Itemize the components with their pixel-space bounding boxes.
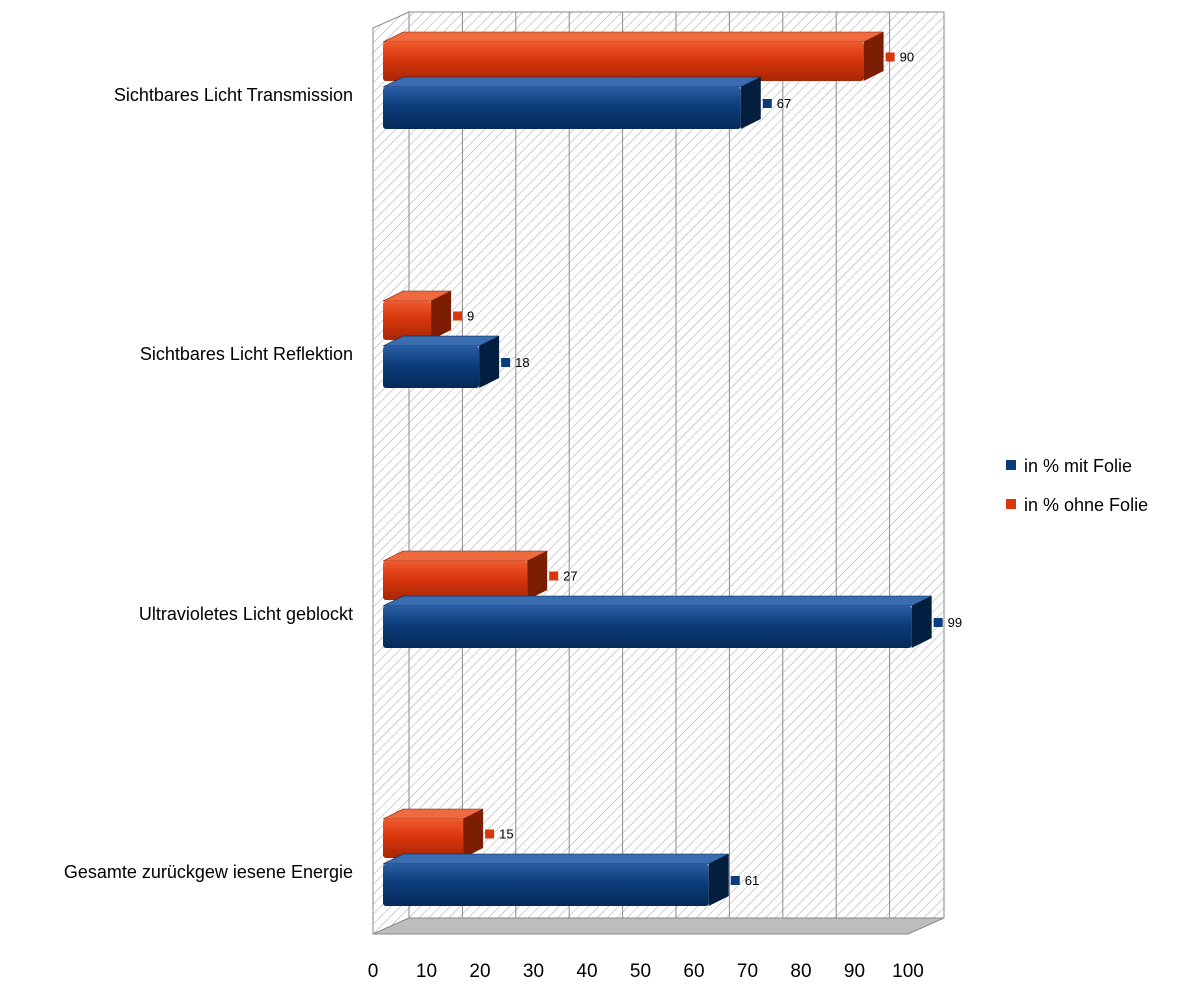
bars-group [382,31,932,906]
value-label: 99 [948,615,962,630]
value-marker [762,99,772,108]
value-marker [885,52,895,62]
bar-mit-folie [382,335,500,388]
x-tick-label: 70 [737,961,758,982]
bar-front-face [383,819,464,858]
bar-side-face [740,77,761,129]
value-labels-group: 90 67 9 18 27 99 15 61 [453,50,962,888]
left-wall [372,11,410,935]
value-label: 9 [467,309,474,324]
bar-front-face [383,42,864,81]
bar-top-face [382,76,761,88]
bar-side-face [708,854,729,906]
bar-front-face [383,346,480,388]
bar-side-face [431,291,452,340]
value-label: 15 [499,827,513,842]
bar-top-face [382,853,729,865]
bar-top-face [382,595,932,607]
x-tick-label: 10 [416,961,437,982]
x-tick-label: 100 [892,961,924,982]
bar-ohne-folie [382,550,548,600]
category-label: Sichtbares Licht Transmission [114,85,353,105]
x-tick-label: 50 [630,961,651,982]
bar-side-face [863,32,884,81]
value-label: 67 [777,96,791,111]
value-label: 27 [563,569,577,584]
legend-label-ohne-folie: in % ohne Folie [1024,495,1148,515]
legend-swatch-ohne-folie [1006,499,1016,509]
value-label: 90 [900,50,914,65]
x-tick-label: 80 [790,961,811,982]
x-tick-labels-group: 0 10 20 30 40 50 60 70 80 90 100 [368,961,924,982]
bar-top-face [382,550,548,562]
bar-mit-folie [382,853,729,906]
category-label: Sichtbares Licht Reflektion [140,344,353,364]
bar-side-face [911,596,932,648]
plot-frame [372,11,945,935]
x-tick-label: 90 [844,961,865,982]
bar-front-face [383,606,912,648]
legend-label-mit-folie: in % mit Folie [1024,456,1132,476]
bar-side-face [479,336,500,388]
bar-top-face [382,335,500,347]
bar-mit-folie [382,595,932,648]
value-marker [453,311,463,321]
category-labels-group: Sichtbares Licht Transmission Sichtbares … [64,85,353,882]
bar-front-face [383,87,741,129]
bar-mit-folie [382,76,761,129]
bar-ohne-folie [382,290,452,340]
x-tick-label: 0 [368,961,379,982]
category-label: Gesamte zurückgew iesene Energie [64,862,353,882]
value-label: 18 [515,355,529,370]
floor [372,917,945,935]
bar-front-face [383,561,528,600]
value-marker [933,618,943,627]
bar-front-face [383,301,432,340]
x-tick-label: 60 [683,961,704,982]
value-label: 61 [745,873,759,888]
legend-swatch-mit-folie [1006,460,1016,470]
value-marker [549,571,559,581]
category-label: Ultravioletes Licht geblockt [139,604,353,624]
value-marker [485,829,495,839]
value-marker [501,358,511,367]
bar-top-face [382,31,884,43]
x-tick-label: 40 [576,961,597,982]
bar-ohne-folie [382,31,884,81]
x-tick-label: 20 [469,961,490,982]
value-marker [730,876,740,885]
legend: in % mit Folie in % ohne Folie [1006,456,1148,515]
bar-side-face [463,809,484,858]
bar-ohne-folie [382,808,484,858]
x-tick-label: 30 [523,961,544,982]
gridlines [461,12,891,918]
bar-side-face [527,551,548,600]
bar-front-face [383,864,709,906]
